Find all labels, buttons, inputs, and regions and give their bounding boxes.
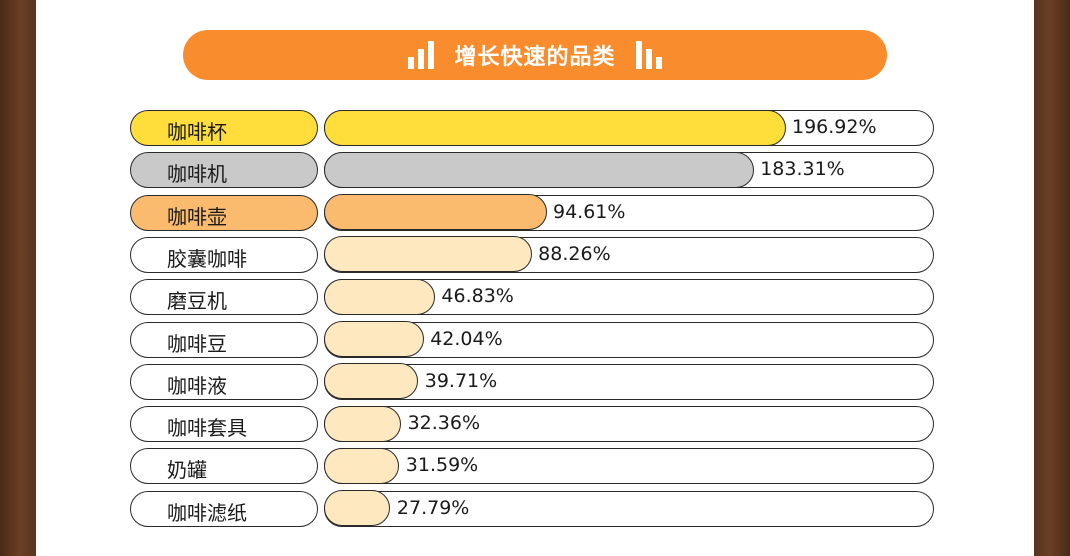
category-label: 咖啡杯 [167,120,227,144]
bar-track [323,236,934,273]
bar-track [323,151,934,189]
bar [323,278,435,315]
bar [323,490,391,527]
category-pill: 咖啡套具 [130,406,318,443]
bar [323,151,754,188]
bar-row: 咖啡机 183.31% [0,151,1070,189]
value-label: 94.61% [553,200,626,223]
category-pill: 咖啡机 [130,152,318,189]
bar [323,109,786,146]
bar-track [323,321,934,358]
bar-row: 咖啡杯 196.92% [0,109,1070,146]
category-label: 咖啡滤纸 [167,500,247,525]
bar-track [323,278,934,316]
title-banner: 增长快速的品类 [183,30,887,80]
bar [323,363,419,400]
category-label: 咖啡套具 [167,416,247,441]
bar-track [323,447,934,485]
chart-title: 增长快速的品类 [454,45,616,70]
value-label: 196.92% [792,116,877,138]
bar-track [323,109,934,146]
category-label: 磨豆机 [167,289,227,314]
category-pill: 胶囊咖啡 [130,236,318,273]
bar-track [323,194,934,231]
category-pill: 磨豆机 [130,279,318,316]
bar-chart-icon-mirrored [635,41,662,69]
category-label: 咖啡豆 [167,331,227,356]
category-label: 咖啡壶 [167,204,227,229]
value-label: 46.83% [441,285,514,308]
bar [323,194,547,231]
bar-row: 咖啡豆 42.04% [0,321,1070,358]
bar-row: 咖啡套具 32.36% [0,405,1070,443]
category-label: 奶罐 [167,458,207,483]
value-label: 183.31% [760,158,845,181]
right-wood-border [1036,0,1070,556]
bar-row: 胶囊咖啡 88.26% [0,236,1070,273]
bar [323,321,424,357]
category-pill: 咖啡壶 [130,194,318,231]
bar [323,405,402,442]
value-label: 39.71% [424,369,498,392]
bar-row: 咖啡壶 94.61% [0,194,1070,231]
value-label: 88.26% [538,242,611,265]
bar-track [323,363,934,400]
bar-row: 磨豆机 46.83% [0,278,1070,316]
value-label: 32.36% [407,412,481,435]
category-pill: 咖啡液 [130,363,318,400]
bar-chart-icon [408,41,435,69]
bar-track [323,405,934,443]
bar-track [323,490,934,527]
value-label: 42.04% [430,327,503,350]
bar-row: 咖啡液 39.71% [0,363,1070,400]
left-wood-border [0,0,34,556]
value-label: 31.59% [405,454,479,477]
bar [323,236,532,273]
category-pill: 咖啡滤纸 [130,490,318,527]
bar-row: 奶罐 31.59% [0,447,1070,485]
value-label: 27.79% [396,496,470,519]
category-label: 胶囊咖啡 [167,246,247,271]
bar [323,447,400,484]
category-label: 咖啡机 [167,162,227,187]
category-pill: 咖啡杯 [130,110,318,146]
bar-row: 咖啡滤纸 27.79% [0,490,1070,527]
category-pill: 奶罐 [130,448,318,485]
category-label: 咖啡液 [167,373,227,398]
category-pill: 咖啡豆 [130,321,318,358]
